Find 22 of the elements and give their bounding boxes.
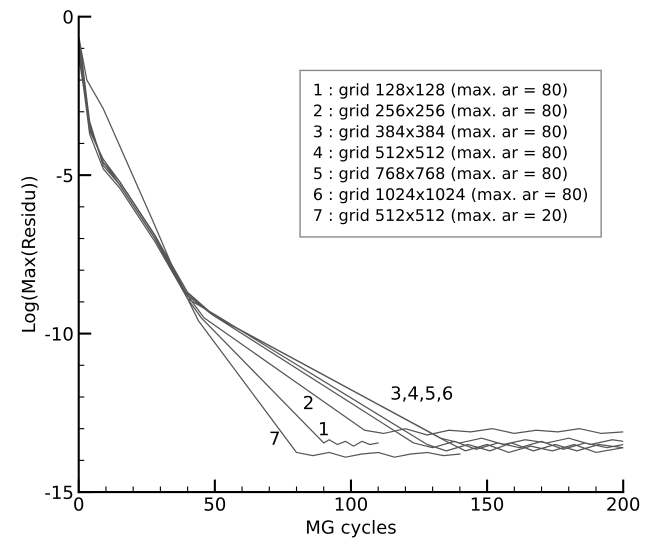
annotation: 3 : grid 384x384 (max. ar = 80) xyxy=(314,125,567,141)
y-tick-label: 0 xyxy=(64,10,73,24)
x-axis-title: MG cycles xyxy=(307,520,396,538)
x-tick-label: 100 xyxy=(336,497,367,511)
annotation: 1 xyxy=(320,422,328,436)
annotation: 1 : grid 128x128 (max. ar = 80) xyxy=(314,83,567,99)
annotation: 4 : grid 512x512 (max. ar = 80) xyxy=(314,146,567,162)
x-tick-label: 0 xyxy=(74,497,84,511)
annotation: 6 : grid 1024x1024 (max. ar = 80) xyxy=(314,188,587,204)
x-tick-label: 150 xyxy=(472,497,504,511)
annotation: 7 xyxy=(270,432,279,445)
x-tick-label: 50 xyxy=(204,497,226,511)
y-axis-title: Log(Max(Residu)) xyxy=(21,176,39,332)
annotation: 2 xyxy=(304,396,312,410)
annotation: 2 : grid 256x256 (max. ar = 80) xyxy=(314,104,567,120)
annotation: 7 : grid 512x512 (max. ar = 20) xyxy=(314,208,567,224)
y-tick-label: -15 xyxy=(45,486,72,500)
y-tick-label: -10 xyxy=(45,327,73,341)
annotation: 5 : grid 768x768 (max. ar = 80) xyxy=(314,166,567,182)
x-tick-label: 200 xyxy=(607,497,640,511)
annotation: 3,4,5,6 xyxy=(392,386,452,402)
y-tick-label: -5 xyxy=(56,168,72,182)
